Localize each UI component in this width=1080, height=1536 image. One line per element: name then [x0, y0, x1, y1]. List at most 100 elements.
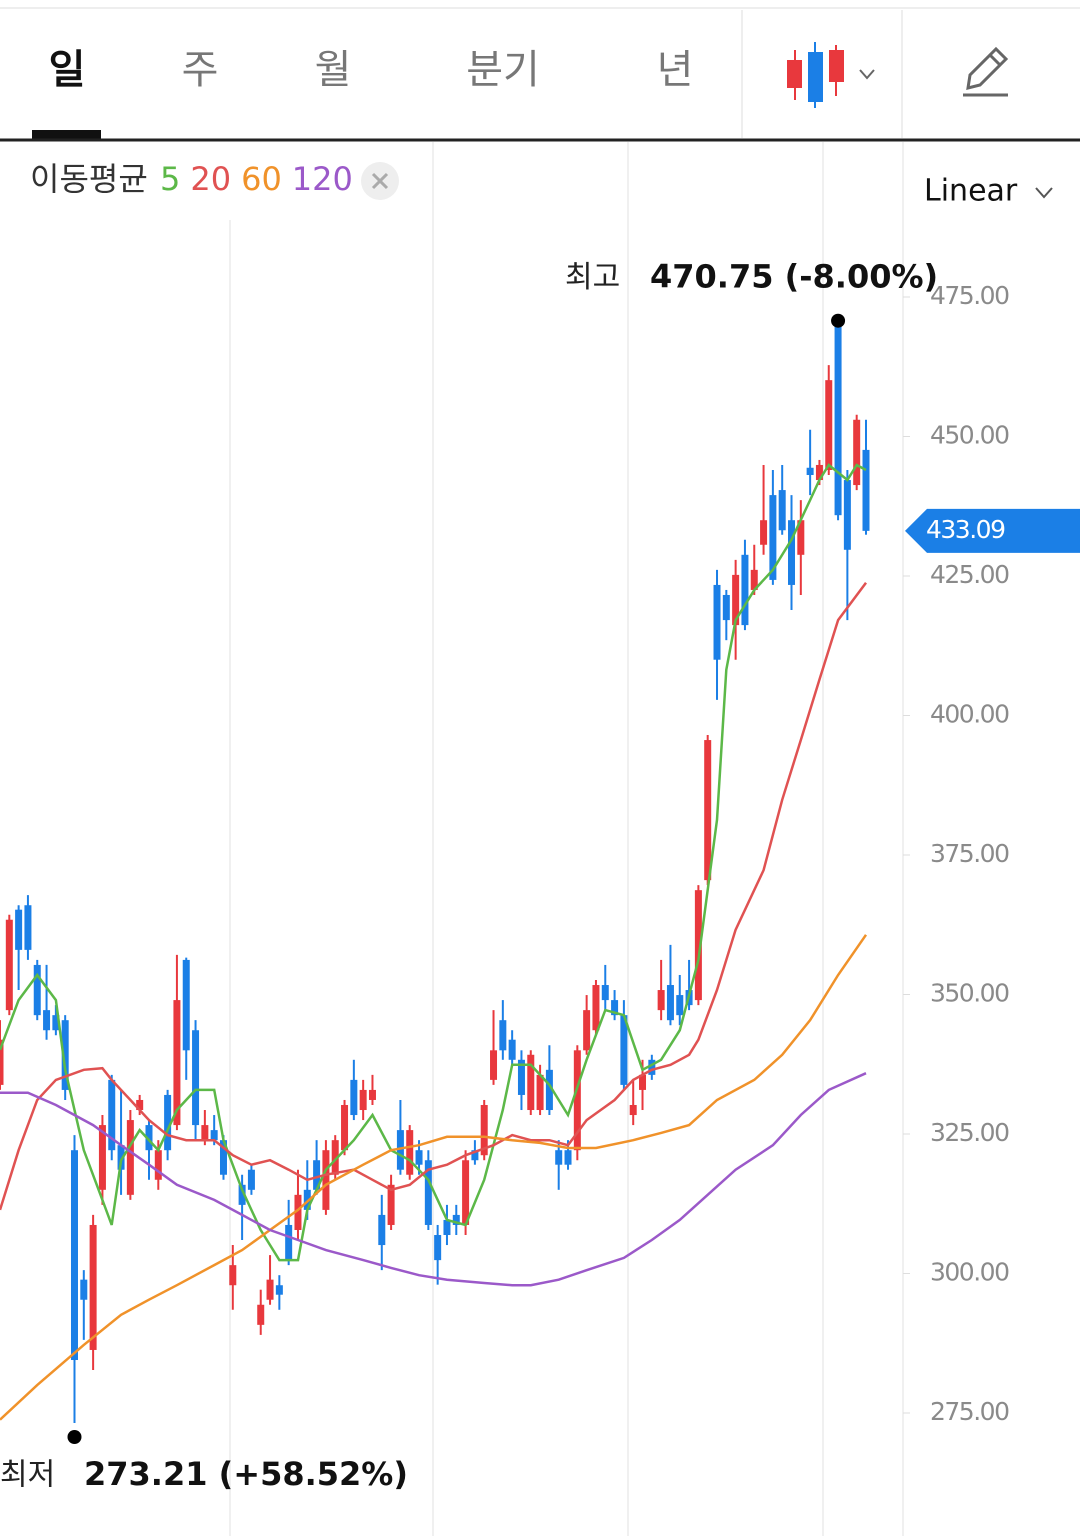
candle-body	[620, 1015, 628, 1085]
close-legend-button[interactable]	[361, 162, 399, 200]
candle-body	[313, 1160, 321, 1190]
candle-body	[406, 1130, 414, 1175]
legend: 5 20 60 120	[160, 160, 353, 198]
candle-body	[415, 1150, 423, 1165]
candle-body	[750, 569, 758, 590]
candle-body	[862, 449, 870, 531]
tab[interactable]: 주	[182, 47, 219, 93]
candle-body	[657, 990, 665, 1011]
candle-body	[117, 1145, 125, 1170]
candle-body	[24, 905, 32, 950]
candle-body	[545, 1069, 553, 1111]
y-tick-label: 475.00	[930, 281, 1009, 310]
candle-body	[452, 1214, 460, 1225]
moving-average-line	[0, 463, 867, 1262]
tab[interactable]: 년	[657, 47, 694, 93]
scale-selector[interactable]: Linear	[924, 174, 1018, 209]
legend-title: 이동평균	[30, 160, 148, 198]
candle-body	[834, 319, 842, 516]
candle-body	[443, 1219, 451, 1236]
candle-body	[815, 464, 823, 481]
candle-body	[499, 1020, 507, 1051]
candle-body	[825, 380, 833, 470]
chart-type-button[interactable]	[787, 42, 875, 108]
candle-body	[704, 740, 712, 881]
candle-body	[192, 1030, 200, 1126]
candle-body	[462, 1160, 470, 1225]
candle-body	[275, 1285, 283, 1295]
low-value: 273.21 (+58.52%)	[84, 1455, 408, 1493]
candle-body	[611, 1000, 619, 1016]
candle-body	[201, 1125, 209, 1141]
candle-body	[70, 1150, 78, 1361]
y-tick-label: 375.00	[930, 839, 1009, 868]
candle-body	[508, 1039, 516, 1060]
legend-entry: 120	[292, 160, 353, 198]
candle-body	[210, 1130, 218, 1141]
candle-body	[173, 1000, 181, 1126]
candle-body	[285, 1224, 293, 1261]
candle-body	[639, 1074, 647, 1090]
candle-body	[80, 1279, 88, 1300]
draw-button[interactable]	[963, 46, 1009, 97]
candle-body	[294, 1194, 302, 1230]
candle-body	[555, 1150, 563, 1165]
candle-body	[108, 1079, 116, 1151]
candle-body	[341, 1104, 349, 1151]
candle-body	[666, 985, 674, 1021]
tab[interactable]: 분기	[466, 47, 540, 93]
high-marker	[831, 313, 846, 328]
candle-body	[257, 1304, 265, 1325]
candle-body	[387, 1184, 395, 1225]
candle-body	[732, 574, 740, 626]
candle-body	[713, 584, 721, 660]
legend-entry: 20	[190, 160, 231, 198]
candle-body	[471, 1150, 479, 1161]
candle-body	[15, 909, 23, 950]
moving-average-line	[0, 934, 868, 1421]
candle-body	[797, 520, 805, 555]
plot	[0, 319, 870, 1424]
tab[interactable]: 월	[315, 47, 352, 93]
legend-entry: 60	[241, 160, 282, 198]
candle-body	[527, 1054, 535, 1111]
candle-body	[853, 419, 861, 486]
candle-body	[145, 1125, 153, 1151]
candle-body	[5, 919, 13, 1011]
low-label: 최저	[0, 1458, 55, 1493]
candle-body	[219, 1140, 227, 1175]
candle-body	[583, 1010, 591, 1051]
candle-body	[378, 1214, 386, 1246]
candle-body	[359, 1089, 367, 1111]
candle-body	[61, 1020, 69, 1090]
high-value: 470.75 (-8.00%)	[650, 258, 938, 296]
candle-body	[480, 1104, 488, 1156]
candle-body	[52, 1015, 60, 1031]
candle-body	[434, 1235, 442, 1261]
price-tag-label: 433.09	[926, 515, 1005, 544]
candle-body	[788, 520, 796, 585]
y-tick-label: 300.00	[930, 1258, 1009, 1287]
y-tick-label: 425.00	[930, 560, 1009, 589]
price-tag	[905, 508, 1080, 553]
candle-body	[0, 1039, 4, 1085]
candle-body	[247, 1169, 255, 1190]
moving-average-line	[0, 1072, 867, 1287]
candle-body	[760, 520, 768, 545]
moving-average-line	[0, 581, 868, 1211]
candle-body	[806, 467, 814, 476]
candle-body	[238, 1184, 246, 1205]
tab[interactable]: 일	[49, 47, 86, 93]
candle-body	[350, 1079, 358, 1116]
candle-body	[154, 1150, 162, 1180]
y-tick-label: 325.00	[930, 1118, 1009, 1147]
candle-body	[676, 995, 684, 1016]
y-tick-label: 400.00	[930, 700, 1009, 729]
candle-body	[43, 1010, 51, 1031]
candle-body	[164, 1094, 172, 1151]
candle-body	[33, 964, 41, 1016]
y-tick-label: 450.00	[930, 421, 1009, 450]
candle-body	[694, 890, 702, 1001]
candle-body	[592, 985, 600, 1031]
